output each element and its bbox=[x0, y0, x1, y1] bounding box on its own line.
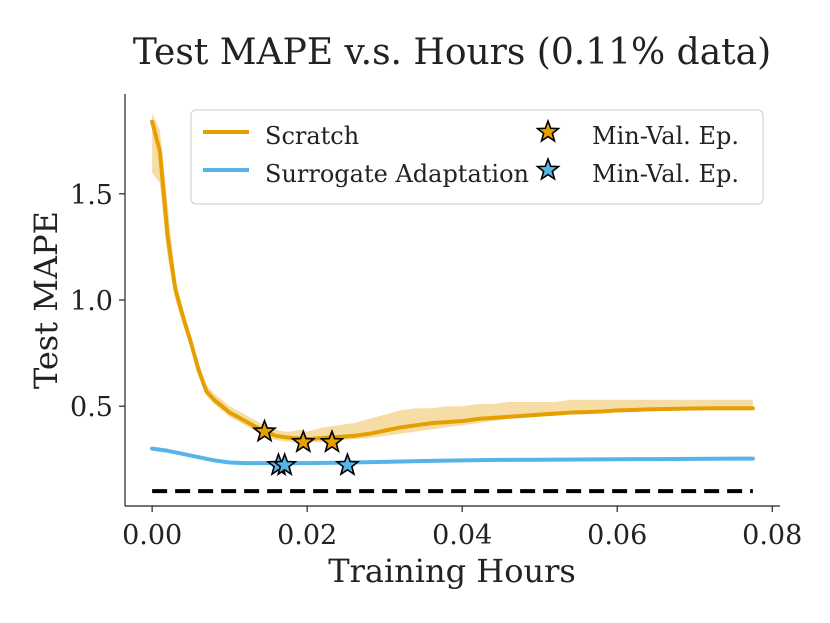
x-tick-label: 0.00 bbox=[122, 520, 182, 551]
x-tick-label: 0.08 bbox=[742, 520, 802, 551]
legend-frame bbox=[190, 109, 764, 205]
min-val-star-surrogate-adaptation-2 bbox=[334, 451, 361, 476]
y-tick-label: 1.5 bbox=[70, 180, 113, 211]
legend-items: Scratch Min-Val. Ep. Surrogate Adaptation M… bbox=[203, 118, 739, 188]
min-val-star-surrogate-adaptation-1 bbox=[272, 451, 298, 476]
y-ticks: 0.5 1.0 1.5 bbox=[70, 180, 125, 423]
min-val-star-scratch-1 bbox=[290, 428, 316, 454]
x-tick-label: 0.04 bbox=[432, 520, 492, 551]
chart-title: Test MAPE v.s. Hours (0.11% data) bbox=[133, 32, 771, 73]
legend-star-min-val-ep--1 bbox=[535, 118, 561, 143]
y-axis-label: Test MAPE bbox=[27, 211, 65, 389]
x-axis-label: Training Hours bbox=[328, 552, 576, 590]
y-tick-label: 1.0 bbox=[70, 286, 113, 317]
y-tick-label: 0.5 bbox=[70, 392, 113, 423]
star-layer bbox=[251, 418, 361, 476]
legend: Scratch Min-Val. Ep. Surrogate Adaptation M… bbox=[190, 109, 764, 205]
legend-label-min-val-ep--1: Min-Val. Ep. bbox=[592, 122, 739, 150]
legend-star-min-val-ep--3 bbox=[535, 156, 561, 181]
legend-label-min-val-ep--3: Min-Val. Ep. bbox=[592, 160, 739, 188]
x-tick-label: 0.02 bbox=[277, 520, 337, 551]
legend-label-surrogate-adaptation-2: Surrogate Adaptation bbox=[265, 160, 529, 188]
x-ticks: 0.00 0.02 0.04 0.06 0.08 bbox=[122, 506, 802, 551]
series-line-surrogate-adaptation bbox=[150, 446, 755, 466]
x-tick-label: 0.06 bbox=[587, 520, 647, 551]
axes: 0.00 0.02 0.04 0.06 0.08 0.5 1.0 1.5 bbox=[70, 94, 802, 551]
legend-label-scratch-0: Scratch bbox=[265, 122, 359, 150]
series-line-scratch bbox=[150, 119, 755, 442]
plot-area bbox=[150, 113, 755, 494]
min-val-star-scratch-2 bbox=[319, 428, 345, 454]
min-val-star-scratch-0 bbox=[251, 418, 278, 443]
